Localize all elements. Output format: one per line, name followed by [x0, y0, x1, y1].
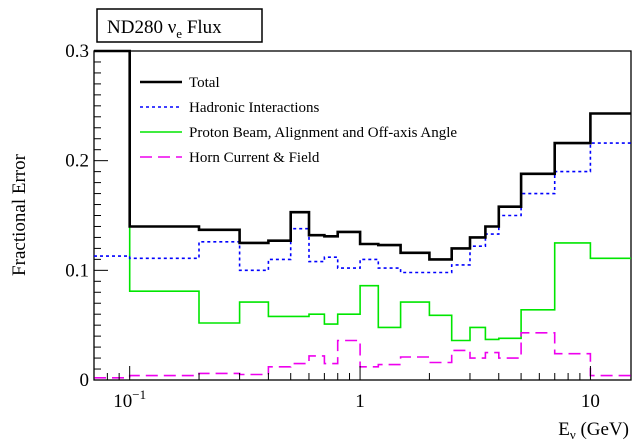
series-line-total	[94, 49, 631, 261]
axes-layer: 0 0.1 0.2 0.3 10−1 1 10	[65, 41, 600, 412]
legend-label-proton-beam-alignment-and-off-axis-angle: Proton Beam, Alignment and Off-axis Angl…	[189, 125, 457, 141]
x-axis-title: Eν (GeV)	[558, 419, 629, 442]
series-layer	[94, 49, 631, 379]
series-line-hadronic-interactions	[94, 142, 631, 274]
chart-title: ND280 νe Flux	[96, 8, 263, 43]
x-axis-subscript: ν	[570, 427, 576, 442]
legend-label-total: Total	[189, 75, 220, 91]
y-tick-label: 0.3	[65, 41, 89, 62]
legend-label-hadronic-interactions: Hadronic Interactions	[189, 100, 320, 116]
x-tick-label: 1	[355, 391, 365, 412]
series-line-proton-beam-alignment-and-off-axis-angle	[94, 50, 631, 342]
x-tick-label: 10	[581, 391, 600, 412]
x-tick-label: 10−1	[113, 387, 146, 412]
legend-label-horn-current-field: Horn Current & Field	[189, 150, 320, 166]
series-line-horn-current-field	[94, 332, 631, 379]
title-subscript: e	[176, 26, 182, 41]
y-tick-label: 0.2	[65, 151, 89, 172]
legend: Total Hadronic Interactions Proton Beam, A…	[140, 75, 457, 166]
title-text: ND280 νe Flux	[107, 17, 222, 41]
y-tick-label: 0.1	[65, 260, 89, 281]
plot-frame	[93, 50, 632, 381]
title-box	[96, 8, 263, 43]
y-axis-title: Fractional Error	[9, 153, 30, 276]
y-tick-label: 0	[80, 370, 90, 391]
